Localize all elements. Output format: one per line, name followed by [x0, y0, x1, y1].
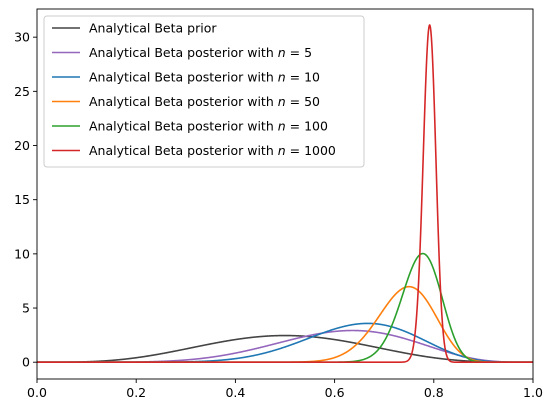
- y-tick-label: 0: [22, 355, 30, 370]
- y-tick-label: 20: [14, 138, 30, 153]
- series-line-4: [36, 252, 534, 364]
- legend-label-0: Analytical Beta prior: [89, 21, 217, 36]
- legend-label-3: Analytical Beta posterior with n = 50: [89, 94, 320, 109]
- legend: Analytical Beta prior Analytical Beta pos…: [43, 15, 365, 168]
- x-axis: 0.0 0.2 0.4 0.6 0.8 1.0: [27, 379, 543, 400]
- x-tick-label: 0.8: [424, 385, 444, 400]
- y-tick-label: 30: [14, 30, 30, 45]
- axes-frame: [36, 8, 534, 380]
- x-tick-label: 0.4: [225, 385, 245, 400]
- legend-box: [43, 15, 365, 168]
- x-tick-label: 0.6: [325, 385, 345, 400]
- y-tick-label: 25: [14, 84, 30, 99]
- series-line-2: [36, 322, 534, 364]
- y-tick-label: 10: [14, 246, 30, 261]
- legend-label-2: Analytical Beta posterior with n = 10: [89, 70, 320, 85]
- y-axis: 0 5 10 15 20 25 30: [14, 30, 37, 370]
- y-tick-label: 5: [22, 301, 30, 316]
- series-line-5: [36, 24, 534, 364]
- y-tick-label: 15: [14, 192, 30, 207]
- series-line-0: [36, 334, 534, 364]
- legend-label-1: Analytical Beta posterior with n = 5: [89, 45, 312, 60]
- legend-label-4: Analytical Beta posterior with n = 100: [89, 119, 328, 134]
- x-tick-label: 0.0: [27, 385, 47, 400]
- legend-label-5: Analytical Beta posterior with n = 1000: [89, 143, 336, 158]
- x-tick-label: 0.2: [126, 385, 146, 400]
- x-tick-label: 1.0: [523, 385, 543, 400]
- series-line-3: [36, 285, 534, 364]
- plot-lines: [36, 24, 534, 364]
